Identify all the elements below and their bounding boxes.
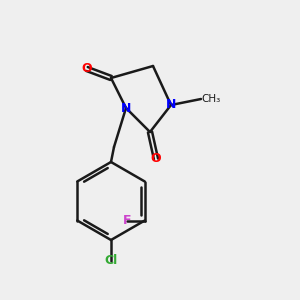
Text: Cl: Cl (104, 254, 118, 268)
Text: N: N (166, 98, 176, 112)
Text: O: O (82, 62, 92, 76)
Text: O: O (151, 152, 161, 166)
Text: N: N (121, 101, 131, 115)
Text: CH₃: CH₃ (201, 94, 220, 104)
Text: F: F (122, 214, 131, 227)
